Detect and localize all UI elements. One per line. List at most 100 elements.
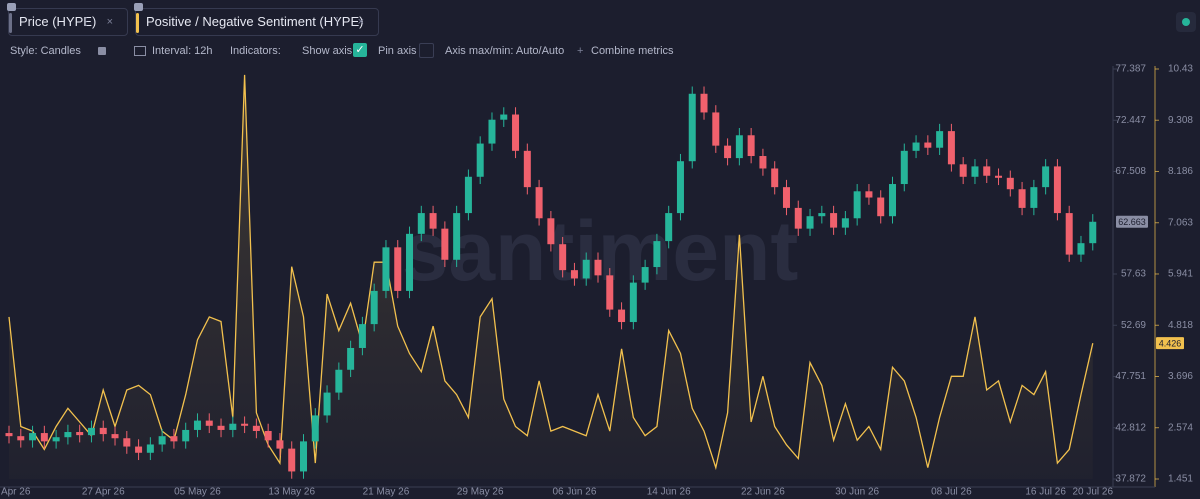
candle-body xyxy=(146,444,154,453)
y2-tick-label: 9.308 xyxy=(1168,115,1193,126)
interval-option[interactable]: Interval: 12h xyxy=(152,45,213,57)
candle-body xyxy=(229,423,237,430)
watermark: santiment xyxy=(402,204,799,298)
candle-body xyxy=(865,191,873,198)
y-tick-label: 57.63 xyxy=(1121,269,1146,280)
price-tab[interactable]: Price (HYPE) ⋮ × xyxy=(7,3,128,36)
candle-body xyxy=(700,93,708,113)
tab-controls[interactable]: ⋮ × xyxy=(80,16,119,28)
y2-tick-label: 10.43 xyxy=(1168,64,1193,75)
candle-body xyxy=(429,213,437,229)
x-tick-label: 19 Apr 26 xyxy=(0,487,31,498)
pin-axis-checkbox[interactable] xyxy=(419,43,434,58)
style-option[interactable]: Style: Candles xyxy=(10,45,81,57)
candle-body xyxy=(406,233,414,291)
candle-body xyxy=(99,427,107,435)
x-tick-label: 13 May 26 xyxy=(268,487,315,498)
candle-body xyxy=(464,176,472,214)
status-dot xyxy=(1182,18,1190,26)
candle-body xyxy=(76,432,84,436)
candle-body xyxy=(123,438,131,447)
candle-body xyxy=(193,420,201,430)
candle-body xyxy=(158,436,166,445)
candle-body xyxy=(335,369,343,393)
candle-body xyxy=(170,436,178,442)
candle-body xyxy=(983,166,991,176)
tab-color xyxy=(136,13,139,33)
candle-body xyxy=(629,282,637,323)
candle-body xyxy=(853,191,861,219)
candle-body xyxy=(500,114,508,120)
candle-body xyxy=(712,112,720,146)
combine-option[interactable]: Combine metrics xyxy=(591,45,674,57)
y2-tick-label: 5.941 xyxy=(1168,269,1193,280)
candle-body xyxy=(370,290,378,325)
candle-body xyxy=(1042,166,1050,188)
candle-body xyxy=(135,446,143,453)
candle-body xyxy=(488,119,496,144)
y-tick-label: 72.447 xyxy=(1115,115,1146,126)
candle-body xyxy=(606,275,614,310)
candle-body xyxy=(382,247,390,291)
x-tick-label: 22 Jun 26 xyxy=(741,487,785,498)
sentiment-tab[interactable]: Positive / Negative Sentiment (HYPE) ⋮ × xyxy=(134,3,379,36)
lock-icon xyxy=(134,3,143,11)
candle-body xyxy=(1006,177,1014,190)
lock-icon xyxy=(7,3,16,11)
candle-body xyxy=(64,432,72,438)
candle-body xyxy=(594,259,602,276)
candle-body xyxy=(1089,221,1097,244)
x-tick-label: 08 Jul 26 xyxy=(931,487,972,498)
candle-body xyxy=(912,142,920,151)
last-value-box xyxy=(1116,215,1148,228)
x-tick-label: 21 May 26 xyxy=(363,487,410,498)
candle-body xyxy=(394,247,402,291)
show-axis-option[interactable]: Show axis xyxy=(302,45,353,57)
candle-body xyxy=(570,270,578,279)
status-button[interactable] xyxy=(1176,12,1196,32)
candle-body xyxy=(818,213,826,217)
candle-body xyxy=(441,228,449,260)
y-tick-label: 52.69 xyxy=(1121,320,1146,331)
candle-body xyxy=(676,161,684,214)
candle-body xyxy=(889,184,896,217)
indicators-option[interactable]: Indicators: xyxy=(230,45,281,57)
candle-body xyxy=(900,150,908,185)
candle-body xyxy=(512,114,520,151)
candle-body xyxy=(17,436,25,441)
candle-body xyxy=(535,187,543,219)
candle-body xyxy=(641,267,649,283)
candle-body xyxy=(618,309,626,323)
candle-body xyxy=(417,213,425,234)
candle-body xyxy=(300,441,307,472)
candle-body xyxy=(735,135,743,159)
tab-label: Price (HYPE) xyxy=(19,14,97,29)
candle-body xyxy=(747,135,755,157)
candle-body xyxy=(959,164,967,177)
candle-body xyxy=(841,218,849,228)
candle-body xyxy=(453,213,461,260)
plus-icon: + xyxy=(577,45,584,57)
pin-axis-option[interactable]: Pin axis xyxy=(378,45,417,57)
candle-body xyxy=(523,150,531,188)
y-tick-label: 47.751 xyxy=(1115,371,1146,382)
candle-body xyxy=(582,259,590,279)
y-tick-label: 42.812 xyxy=(1115,422,1146,433)
candle-body xyxy=(241,423,249,426)
show-axis-checkbox[interactable]: ✓ xyxy=(353,43,367,57)
candle-body xyxy=(29,433,37,441)
candle-body xyxy=(323,392,331,416)
candle-body xyxy=(288,448,296,472)
tab-controls[interactable]: ⋮ × xyxy=(331,16,370,28)
candle-body xyxy=(476,143,484,177)
axis-option[interactable]: Axis max/min: Auto/Auto xyxy=(445,45,565,57)
candle-body xyxy=(182,429,190,442)
color-swatch[interactable] xyxy=(98,47,106,55)
x-tick-label: 27 Apr 26 xyxy=(82,487,125,498)
candle-body xyxy=(936,131,944,148)
y2-tick-label: 8.186 xyxy=(1168,166,1193,177)
candle-body xyxy=(276,440,284,449)
candle-body xyxy=(877,197,885,217)
candle-body xyxy=(5,433,13,437)
